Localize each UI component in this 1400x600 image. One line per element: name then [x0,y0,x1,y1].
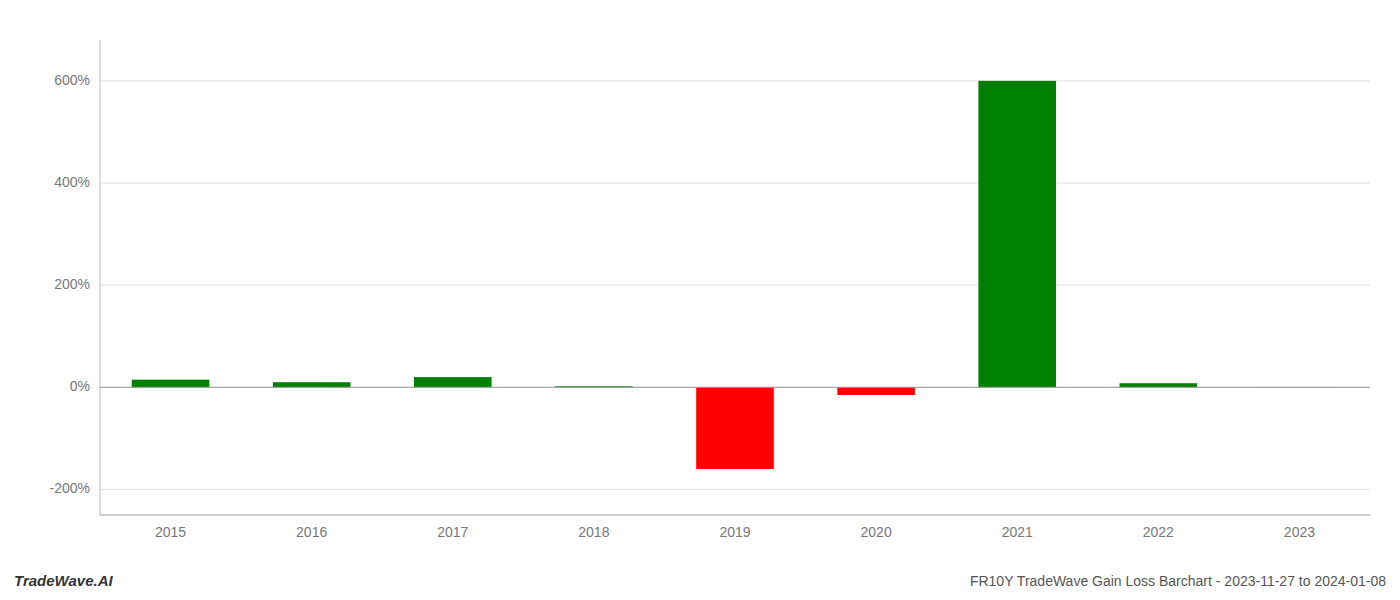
watermark: TradeWave.AI [14,572,113,589]
x-tick-label: 2021 [1002,524,1033,540]
y-tick-label: 0% [70,378,90,394]
x-tick-label: 2018 [578,524,609,540]
bar [132,380,210,388]
bar [273,382,351,387]
x-tick-label: 2022 [1143,524,1174,540]
y-tick-label: -200% [50,480,90,496]
bar [696,387,774,469]
x-tick-label: 2019 [719,524,750,540]
bar [1120,383,1198,387]
bar [414,377,492,387]
chart-svg: -200% 0% 200% 400% 600% 2015 2016 2017 2018 2019 2… [0,0,1400,600]
grid-line [100,489,1370,490]
x-tick-label: 2017 [437,524,468,540]
x-tick-label: 2023 [1284,524,1315,540]
x-tick-label: 2016 [296,524,327,540]
bar [978,81,1056,387]
chart-container: -200% 0% 200% 400% 600% 2015 2016 2017 2018 2019 2… [0,0,1400,600]
grid-line [100,183,1370,184]
grid-line [100,387,1370,388]
y-tick-label: 600% [54,72,90,88]
zero-line [100,387,1370,388]
bars [132,81,1339,469]
x-tick-label: 2015 [155,524,186,540]
y-axis-line [100,40,101,515]
title: FR10Y TradeWave Gain Loss Barchart - 202… [970,573,1386,589]
x-axis-line [100,515,1370,516]
grid [100,81,1370,490]
grid-line [100,285,1370,286]
x-tick-label: 2020 [861,524,892,540]
y-tick-label: 400% [54,174,90,190]
bar [837,387,915,395]
grid-line [100,80,1370,81]
y-tick-label: 200% [54,276,90,292]
